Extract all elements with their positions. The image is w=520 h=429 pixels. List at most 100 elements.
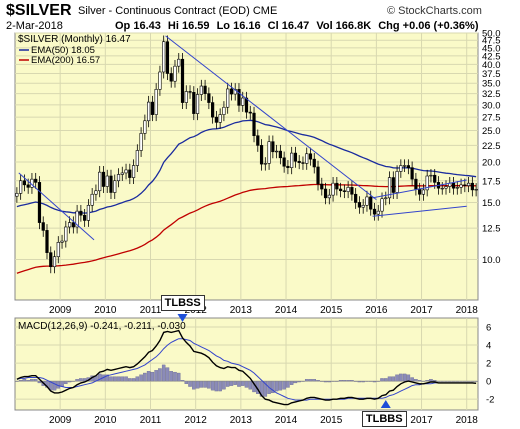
candle-body xyxy=(286,165,290,169)
macd-histogram-bar xyxy=(139,374,143,382)
candle-body xyxy=(293,152,298,162)
candle-body xyxy=(320,183,324,190)
candle-body xyxy=(150,101,154,115)
candle-body xyxy=(237,89,241,106)
candle-body xyxy=(433,174,437,183)
macd-histogram-bar xyxy=(395,374,399,382)
price-y-tick-35.0: 35.0 xyxy=(482,79,501,90)
candle-body xyxy=(470,182,474,191)
macd-histogram-bar xyxy=(146,371,151,382)
price-x-tick-2013: 2013 xyxy=(230,305,253,316)
candle-body xyxy=(34,178,38,183)
candle-body xyxy=(26,184,30,188)
price-y-tick-22.5: 22.5 xyxy=(482,141,501,152)
macd-histogram-bar xyxy=(278,380,283,391)
candle-body xyxy=(308,153,313,160)
candle-body xyxy=(399,165,403,172)
macd-x-tick-2017: 2017 xyxy=(410,415,433,426)
candle-body xyxy=(83,214,87,221)
candle-body xyxy=(410,167,414,180)
candle-body xyxy=(474,188,478,191)
candle-body xyxy=(425,175,429,191)
macd-histogram-bar xyxy=(240,380,245,386)
macd-title: MACD(12,26,9) -0.241, -0.211, -0.030 xyxy=(18,321,186,332)
price-y-tick-45.0: 45.0 xyxy=(482,43,501,54)
candle-body xyxy=(94,190,98,195)
tlbss-label: TLBSS xyxy=(160,295,205,311)
candle-body xyxy=(211,102,215,118)
candle-body xyxy=(267,141,271,164)
price-x-tick-2016: 2016 xyxy=(365,305,388,316)
macd-histogram-bar xyxy=(128,378,132,382)
price-y-tick-40.0: 40.0 xyxy=(482,60,501,71)
candle-body xyxy=(316,166,320,185)
macd-histogram-bar xyxy=(214,380,219,392)
price-y-tick-42.5: 42.5 xyxy=(482,51,501,62)
candle-body xyxy=(180,58,185,103)
macd-histogram-bar xyxy=(387,376,392,382)
macd-histogram-bar xyxy=(154,370,158,382)
candle-body xyxy=(199,85,203,95)
candle-body xyxy=(252,112,256,137)
candle-body xyxy=(101,171,106,187)
candle-body xyxy=(116,174,121,182)
candle-body xyxy=(173,65,177,82)
candle-body xyxy=(259,145,264,165)
candle-body xyxy=(369,196,373,210)
candle-body xyxy=(71,222,75,228)
macd-histogram-bar xyxy=(207,380,211,389)
macd-histogram-bar xyxy=(188,380,192,387)
quote-low: Lo 16.16 xyxy=(216,20,261,32)
macd-histogram-bar xyxy=(218,380,222,392)
annotation-arrow-0 xyxy=(177,314,188,322)
quote-high: Hi 16.59 xyxy=(167,20,210,32)
macd-histogram-bar xyxy=(399,373,403,382)
macd-y-tick-2: 2 xyxy=(486,359,491,370)
macd-histogram-bar xyxy=(165,367,170,382)
trendline-1 xyxy=(165,35,377,201)
quote-date: 2-Mar-2018 xyxy=(6,20,63,32)
macd-x-tick-2010: 2010 xyxy=(94,415,117,426)
candle-body xyxy=(312,158,316,168)
macd-y-tick--2: -2 xyxy=(486,395,494,406)
candle-body xyxy=(463,184,467,186)
macd-x-tick-2015: 2015 xyxy=(320,415,343,426)
candle-body xyxy=(19,180,23,194)
price-x-tick-2015: 2015 xyxy=(320,305,343,316)
candle-body xyxy=(339,188,343,192)
candle-body xyxy=(120,172,124,175)
candle-body xyxy=(282,157,286,167)
price-y-tick-20.0: 20.0 xyxy=(482,157,501,168)
candle-body xyxy=(222,106,226,115)
candle-body xyxy=(105,175,109,187)
candle-body xyxy=(226,88,230,108)
macd-histogram-bar xyxy=(64,380,68,384)
candle-body xyxy=(451,182,456,189)
candle-body xyxy=(203,85,207,94)
macd-histogram-bar xyxy=(289,380,294,385)
price-y-tick-30.0: 30.0 xyxy=(482,100,501,111)
candle-body xyxy=(421,189,426,195)
candle-body xyxy=(109,175,113,193)
candle-body xyxy=(131,165,136,178)
price-y-tick-32.5: 32.5 xyxy=(482,89,501,100)
candle-body xyxy=(391,177,395,193)
candle-body xyxy=(37,182,42,223)
candle-body xyxy=(346,187,350,192)
price-title: $SILVER (Monthly) 16.47 xyxy=(18,34,131,45)
candle-body xyxy=(455,187,459,189)
candle-body xyxy=(248,111,252,114)
candle-body xyxy=(22,180,27,186)
price-y-tick-37.5: 37.5 xyxy=(482,69,501,80)
trendline-0 xyxy=(18,172,95,241)
candle-body xyxy=(244,97,249,113)
macd-histogram-bar xyxy=(233,380,237,385)
macd-histogram-bar xyxy=(229,380,234,386)
price-x-tick-2014: 2014 xyxy=(275,305,298,316)
candle-body xyxy=(278,150,282,159)
candle-body xyxy=(327,194,331,199)
macd-x-tick-2018: 2018 xyxy=(456,415,479,426)
candle-body xyxy=(271,141,275,153)
candle-body xyxy=(45,230,49,253)
macd-histogram-bar xyxy=(173,371,177,382)
